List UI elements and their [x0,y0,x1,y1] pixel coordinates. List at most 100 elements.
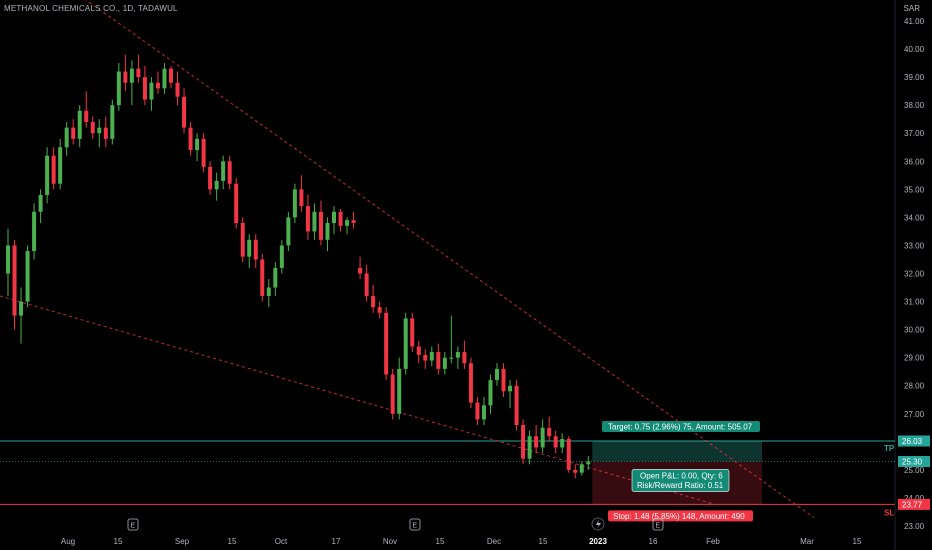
candle-body[interactable] [266,287,271,296]
candle-body[interactable] [175,82,180,97]
candle-body[interactable] [214,180,219,190]
candle-body[interactable] [51,155,56,184]
lower-trendline[interactable] [0,295,713,505]
earnings-event-marker[interactable] [409,518,421,531]
candle-body[interactable] [6,245,10,274]
candle-body[interactable] [312,211,317,232]
candle-body[interactable] [488,380,493,406]
candle-body[interactable] [579,464,584,473]
candle-body[interactable] [240,223,245,257]
candle-body[interactable] [64,127,69,148]
earnings-event-marker[interactable] [652,518,664,531]
candle-body[interactable] [129,68,134,83]
candle-body[interactable] [566,439,571,470]
candle-body[interactable] [155,82,160,89]
candle-body[interactable] [371,295,376,308]
candle-body[interactable] [305,206,310,232]
candle-body[interactable] [390,374,395,414]
earnings-event-marker[interactable] [127,518,139,531]
candle-body[interactable] [514,385,519,425]
candle-body[interactable] [449,357,454,359]
dividend-event-marker[interactable] [591,517,605,531]
candle-body[interactable] [25,251,30,302]
candle-body[interactable] [208,166,213,190]
current-price-tag-bg [898,455,930,467]
candle-body[interactable] [364,273,369,296]
candle-body[interactable] [247,239,252,257]
candle-body[interactable] [325,223,330,240]
candle-body[interactable] [377,307,382,313]
y-tick-label: 39.00 [904,73,925,82]
candle-body[interactable] [318,211,323,240]
candle-body[interactable] [279,245,284,268]
candle-body[interactable] [573,469,578,473]
candle-body[interactable] [169,68,173,83]
candle-body[interactable] [188,127,193,151]
candle-body[interactable] [116,71,121,106]
candle-body[interactable] [416,346,421,355]
candle-body[interactable] [234,183,239,223]
candle-body[interactable] [403,318,408,369]
candle-body[interactable] [540,427,545,448]
candle-body[interactable] [553,436,558,448]
candle-body[interactable] [136,68,141,78]
candle-body[interactable] [442,357,447,369]
candle-body[interactable] [410,318,415,347]
candle-body[interactable] [32,211,37,252]
candle-body[interactable] [436,352,441,369]
candle-body[interactable] [560,439,565,448]
candle-body[interactable] [227,161,232,184]
candle-body[interactable] [534,436,539,448]
candle-body[interactable] [84,110,89,122]
candle-body[interactable] [332,211,336,223]
candle-body[interactable] [273,267,278,288]
candle-body[interactable] [110,105,115,139]
candle-body[interactable] [351,220,356,223]
candle-body[interactable] [58,147,63,184]
candle-body[interactable] [149,82,154,100]
candle-body[interactable] [338,211,343,226]
candle-body[interactable] [462,352,467,364]
candle-body[interactable] [397,368,402,414]
candle-body[interactable] [345,220,350,226]
candle-body[interactable] [221,161,226,181]
candle-body[interactable] [90,122,95,134]
candle-body[interactable] [38,194,43,212]
candle-body[interactable] [508,385,513,392]
candle-body[interactable] [201,138,206,167]
candle-body[interactable] [45,155,50,195]
candle-body[interactable] [142,77,147,100]
candle-body[interactable] [97,127,102,134]
candle-body[interactable] [429,352,434,361]
candle-body[interactable] [123,71,128,83]
candle-body[interactable] [547,427,552,437]
candle-body[interactable] [286,217,291,246]
candle-body[interactable] [521,425,526,459]
candle-body[interactable] [77,110,82,139]
candle-body[interactable] [103,127,108,139]
candle-body[interactable] [455,352,460,358]
candle-body[interactable] [423,354,428,361]
candle-body[interactable] [384,312,389,375]
candle-body[interactable] [292,189,297,218]
candle-body[interactable] [260,259,265,296]
candle-body[interactable] [71,127,76,139]
candle-body[interactable] [527,436,532,459]
candle-body[interactable] [586,461,591,465]
candle-body[interactable] [299,189,304,207]
candle-body[interactable] [182,96,187,128]
candle-body[interactable] [475,402,480,420]
candle-body[interactable] [19,301,24,316]
candle-body[interactable] [358,267,363,274]
candle-body[interactable] [495,368,499,381]
candle-body[interactable] [481,405,486,420]
candle-body[interactable] [253,239,258,260]
upper-trendline[interactable] [84,0,815,518]
candle-body[interactable] [501,368,506,392]
candle-body[interactable] [195,138,200,151]
candle-body[interactable] [162,68,167,89]
candle-body[interactable] [12,245,17,316]
candle-body[interactable] [468,363,473,403]
